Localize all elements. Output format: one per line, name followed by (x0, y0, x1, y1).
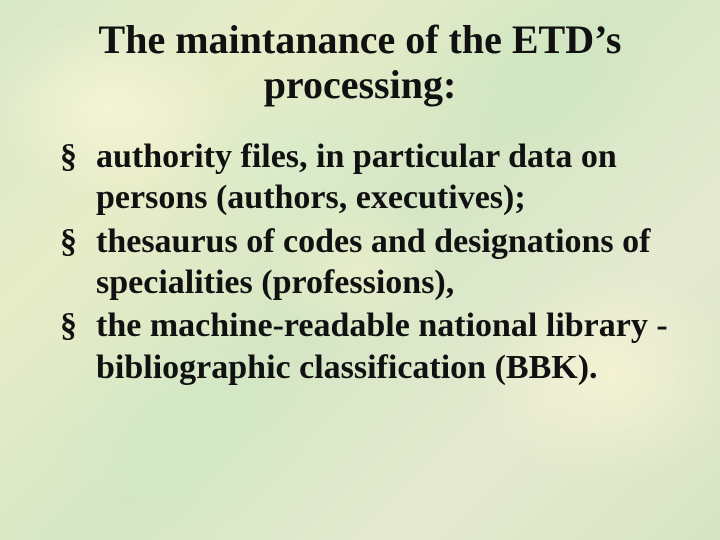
list-item: the machine-readable national library - … (60, 305, 670, 388)
slide: The maintanance of the ETD’s processing:… (0, 0, 720, 540)
list-item: thesaurus of codes and designations of s… (60, 221, 670, 304)
list-item: authority files, in particular data on p… (60, 136, 670, 219)
bullet-list: authority files, in particular data on p… (50, 136, 670, 389)
slide-title: The maintanance of the ETD’s processing: (50, 18, 670, 108)
